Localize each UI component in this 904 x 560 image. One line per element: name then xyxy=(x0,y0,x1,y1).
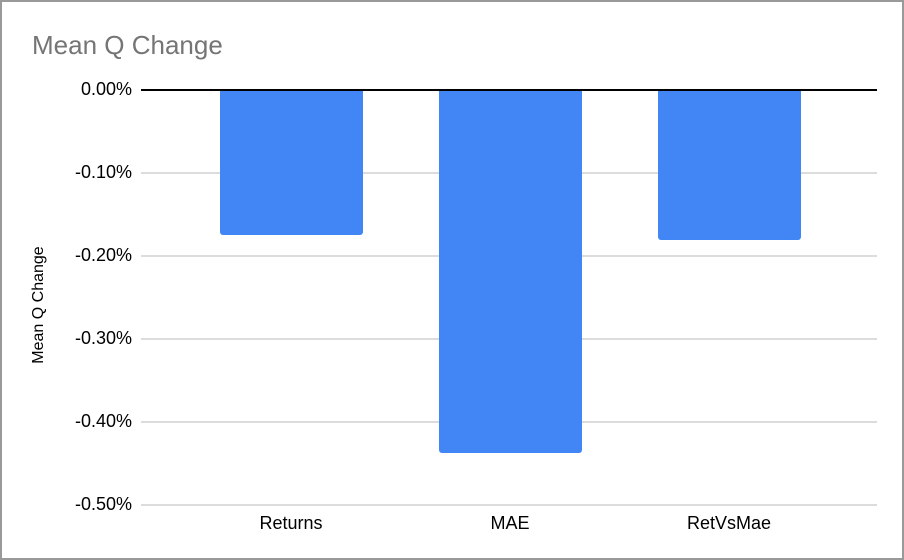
y-tick-label: 0.00% xyxy=(80,79,132,99)
bar-returns xyxy=(220,91,363,235)
zero-axis-line xyxy=(141,89,877,91)
x-tick-label-mae: MAE xyxy=(490,513,530,533)
y-tick-label: -0.30% xyxy=(74,328,132,348)
bar-retvsmae xyxy=(658,91,801,240)
y-tick-label: -0.10% xyxy=(74,162,132,182)
bar-mae xyxy=(439,91,582,453)
y-tick-label: -0.40% xyxy=(74,411,132,431)
gridline xyxy=(141,504,877,506)
y-tick-label: -0.20% xyxy=(74,245,132,265)
y-tick-label: -0.50% xyxy=(74,494,132,514)
y-axis-title: Mean Q Change xyxy=(30,246,47,364)
x-tick-label-retvsmae: RetVsMae xyxy=(686,513,772,533)
x-tick-label-returns: Returns xyxy=(259,513,323,533)
chart-title: Mean Q Change xyxy=(32,30,223,60)
